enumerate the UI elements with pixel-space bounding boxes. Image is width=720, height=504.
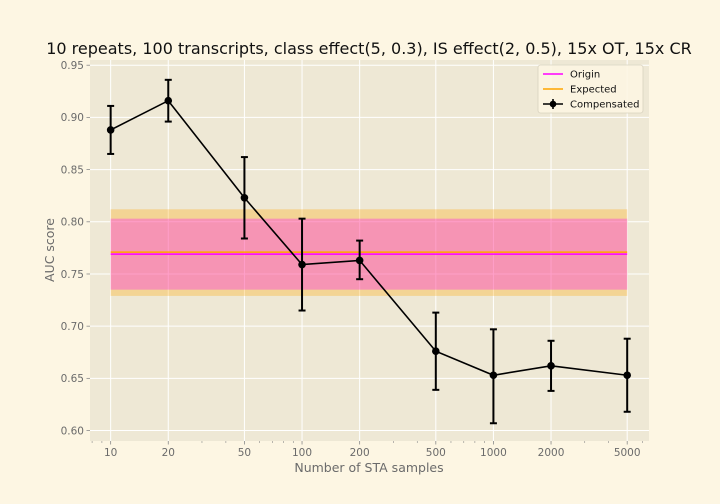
data-point: [298, 260, 306, 269]
point-layer: [106, 96, 631, 380]
x-tick-label: 50: [238, 447, 251, 459]
legend-box: [537, 64, 644, 114]
y-tick-label: 0.85: [61, 164, 84, 176]
y-tick-label: 0.65: [61, 373, 84, 385]
y-axis-label: AUC score: [42, 218, 57, 282]
x-tick-label: 5000: [614, 447, 641, 459]
x-tick-label: 200: [350, 447, 370, 459]
x-tick-label: 500: [426, 447, 446, 459]
x-tick-label: 20: [162, 447, 175, 459]
x-tick-label: 1000: [480, 447, 507, 459]
y-tick-label: 0.95: [61, 60, 84, 72]
y-tick-label: 0.75: [61, 269, 84, 281]
data-point: [355, 256, 364, 265]
x-tick-label: 2000: [538, 447, 565, 459]
y-tick-label: 0.90: [61, 112, 84, 124]
legend-swatch-marker: [549, 100, 557, 108]
data-point: [164, 96, 173, 105]
legend: Origin Expected Compensated: [537, 64, 644, 114]
legend-label-compensated: Compensated: [570, 100, 639, 111]
y-tick-label: 0.70: [61, 321, 84, 333]
legend-label-origin: Origin: [570, 70, 600, 81]
data-point: [547, 362, 555, 370]
y-axis-ticks: 0.60 0.65 0.70 0.75 0.80 0.85 0.90 0.95: [61, 60, 90, 437]
y-tick-label: 0.60: [61, 425, 84, 437]
x-axis-ticks: 10 20 50 100 200 500 1000 2000 5000: [91, 441, 643, 459]
data-point: [240, 193, 249, 202]
legend-label-expected: Expected: [570, 85, 617, 96]
data-point: [489, 371, 498, 380]
data-point: [106, 126, 115, 134]
y-tick-label: 0.80: [61, 217, 84, 229]
x-axis-label: Number of STA samples: [294, 460, 443, 475]
chart-title: 10 repeats, 100 transcripts, class effec…: [46, 39, 692, 58]
x-tick-label: 100: [292, 447, 312, 459]
data-point: [623, 371, 631, 380]
plot-area: [90, 60, 649, 441]
data-point: [432, 347, 440, 356]
x-tick-label: 10: [104, 447, 117, 459]
